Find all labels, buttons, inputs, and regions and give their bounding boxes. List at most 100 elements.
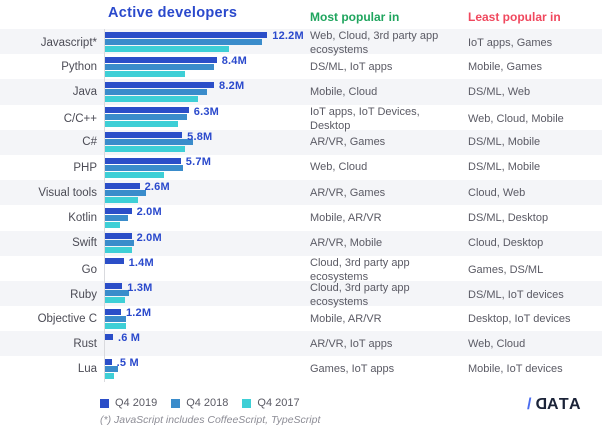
value-label: .5 M [116, 357, 139, 370]
bar-q4-2017 [105, 373, 115, 380]
value-label: 2.0M [136, 206, 162, 219]
language-label: Objective C [37, 312, 97, 325]
page-title: Active developers [108, 5, 238, 21]
least-popular-cell: Web, Cloud [468, 337, 526, 350]
least-popular-cell: DS/ML, Desktop [468, 211, 549, 224]
value-label: 2.0M [136, 231, 162, 244]
most-popular-cell: Cloud, 3rd party app ecosystems [310, 281, 410, 309]
least-popular-cell: Games, DS/ML [468, 263, 544, 276]
bar-stack [105, 31, 268, 53]
value-label: 1.4M [128, 256, 154, 269]
footnote: (*) JavaScript includes CoffeeScript, Ty… [100, 414, 321, 426]
bar-q4-2018 [105, 290, 129, 297]
value-label: 5.8M [187, 130, 213, 143]
bar-stack [105, 207, 132, 229]
bar-group: .5 M [104, 356, 310, 382]
bar-group: 1.3M [104, 280, 310, 310]
bar-q4-2018 [105, 38, 262, 45]
table-row: Go 1.4M Cloud, 3rd party app ecosystems … [0, 255, 602, 285]
value-label: 8.4M [221, 55, 247, 68]
slashdata-logo: /DATA [527, 396, 582, 414]
bar-q4-2018 [105, 139, 193, 146]
logo-letters-ata: ATA [546, 396, 582, 413]
table-row: Objective C 1.2M Mobile, AR/VR Desktop, … [0, 306, 602, 332]
bar-q4-2018 [105, 240, 135, 247]
table-row: Ruby 1.3M Cloud, 3rd party app ecosystem… [0, 280, 602, 310]
least-popular-cell: Cloud, Desktop [468, 236, 544, 249]
least-popular-cell: DS/ML, Mobile [468, 161, 541, 174]
bar-q4-2017 [105, 121, 179, 128]
legend-swatch-q4-2018-icon [171, 398, 181, 408]
most-popular-cell: Web, Cloud, 3rd party app ecosystems [310, 30, 439, 57]
language-label: Visual tools [38, 186, 97, 199]
bar-stack [105, 56, 217, 78]
bar-q4-2019 [105, 31, 268, 38]
bar-q4-2019 [105, 233, 132, 240]
legend-item-q4-2018: Q4 2018 [171, 397, 228, 409]
bar-group: 2.0M [104, 205, 310, 231]
most-popular-cell: Mobile, AR/VR [310, 312, 382, 325]
most-popular-cell: Mobile, AR/VR [310, 211, 382, 224]
table-row: Java 8.2M Mobile, Cloud DS/ML, Web [0, 79, 602, 105]
table-row: Swift 2.0M AR/VR, Mobile Cloud, Desktop [0, 230, 602, 256]
bar-q4-2019 [105, 182, 140, 189]
least-popular-cell: DS/ML, IoT devices [468, 289, 564, 302]
bar-group: .6 M [104, 331, 310, 357]
least-popular-cell: Web, Cloud, Mobile [468, 112, 564, 125]
legend-item-q4-2019: Q4 2019 [100, 397, 157, 409]
bar-stack [105, 283, 129, 304]
legend-label: Q4 2019 [115, 397, 158, 409]
most-popular-cell: AR/VR, Games [310, 186, 386, 199]
bar-q4-2019 [105, 157, 181, 164]
bar-q4-2019 [105, 56, 217, 63]
most-popular-cell: AR/VR, Mobile [310, 236, 383, 249]
bar-q4-2019 [105, 258, 124, 265]
value-label: .6 M [117, 332, 141, 345]
bar-q4-2019 [105, 81, 215, 88]
bar-q4-2019 [105, 207, 132, 214]
bar-q4-2019 [105, 359, 112, 366]
language-label: Java [72, 85, 97, 98]
bar-q4-2017 [105, 196, 139, 203]
language-label: PHP [73, 161, 97, 174]
bar-group: 12.2M [104, 29, 310, 58]
bar-group: 2.6M [104, 180, 310, 206]
bar-stack [105, 233, 135, 254]
bar-q4-2017 [105, 146, 185, 153]
bar-group: 1.2M [104, 306, 310, 332]
bar-q4-2018 [105, 114, 188, 121]
language-label: Lua [77, 363, 97, 376]
bar-stack [105, 132, 193, 153]
bar-q4-2018 [105, 63, 215, 70]
bar-q4-2018 [105, 164, 184, 171]
table-row: Lua .5 M Games, IoT apps Mobile, IoT dev… [0, 356, 602, 382]
bar-stack [105, 81, 215, 103]
logo-slash: / [526, 396, 533, 413]
bar-q4-2017 [105, 95, 199, 102]
bar-q4-2019 [105, 283, 123, 290]
least-popular-cell: Mobile, IoT devices [468, 362, 563, 375]
language-label: Kotlin [68, 211, 97, 224]
most-popular-cell: DS/ML, IoT apps [310, 60, 393, 73]
bar-group: 5.7M [104, 154, 310, 181]
most-popular-cell: Games, IoT apps [310, 362, 395, 375]
most-popular-cell: AR/VR, IoT apps [310, 337, 393, 350]
table-row: C# 5.8M AR/VR, Games DS/ML, Mobile [0, 129, 602, 155]
most-popular-cell: Web, Cloud [310, 161, 368, 174]
bar-q4-2017 [105, 297, 125, 304]
bar-stack [105, 333, 113, 341]
bar-group: 2.0M [104, 230, 310, 256]
bar-q4-2017 [105, 70, 185, 77]
least-popular-cell: Desktop, IoT devices [468, 312, 571, 325]
bar-q4-2018 [105, 366, 119, 373]
value-label: 1.2M [125, 307, 152, 320]
bar-group: 1.4M [104, 255, 310, 285]
table-row: Rust .6 M AR/VR, IoT apps Web, Cloud [0, 331, 602, 357]
table-row: C/C++ 6.3M IoT apps, IoT Devices, Deskto… [0, 104, 602, 134]
least-popular-cell: IoT apps, Games [468, 37, 553, 50]
table-row: PHP 5.7M Web, Cloud DS/ML, Mobile [0, 154, 602, 181]
logo-letter-d: D [533, 396, 547, 413]
value-label: 2.6M [144, 181, 170, 194]
column-header-least-popular: Least popular in [468, 10, 561, 24]
language-label: Ruby [70, 289, 97, 302]
